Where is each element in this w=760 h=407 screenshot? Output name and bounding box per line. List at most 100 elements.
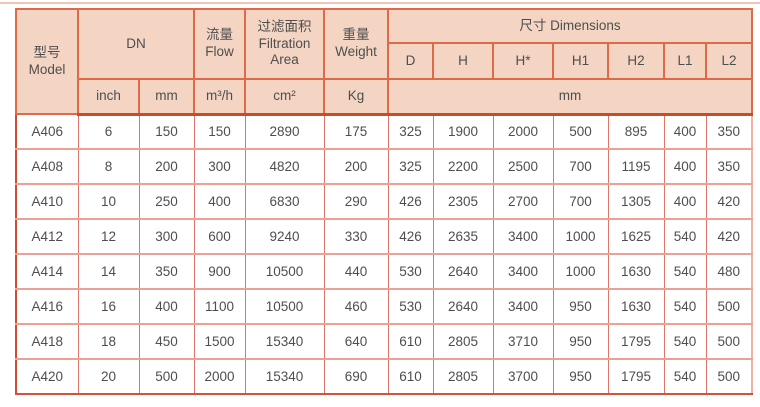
table-row: A410 10 250 400 6830 290 426 2305 2700 700 1305 400…: [15, 183, 753, 220]
value-cell: 2640: [432, 253, 494, 290]
unit-area: cm²: [244, 78, 325, 116]
value-cell: 420: [705, 183, 753, 220]
value-cell: 400: [663, 113, 707, 150]
value-cell: 290: [323, 183, 389, 220]
model-cell: A406: [15, 113, 79, 150]
value-cell: 2640: [432, 288, 494, 325]
header-dim-l1: L1: [663, 42, 707, 80]
value-cell: 4820: [244, 148, 325, 185]
value-cell: 6830: [244, 183, 325, 220]
table-row: A406 6 150 150 2890 175 325 1900 2000 500 895 400 35…: [15, 113, 753, 150]
value-cell: 2805: [432, 323, 494, 360]
value-cell: 700: [552, 183, 609, 220]
value-cell: 2890: [244, 113, 325, 150]
model-cell: A414: [15, 253, 79, 290]
unit-dims: mm: [386, 78, 754, 116]
table-header: 型号 Model DN 流量 Flow 过滤面积 Filtration Area…: [15, 8, 754, 116]
header-model: 型号 Model: [15, 8, 79, 115]
value-cell: 14: [77, 253, 140, 290]
value-cell: 530: [387, 288, 434, 325]
table-body: A406 6 150 150 2890 175 325 1900 2000 500 895 400 35…: [15, 113, 753, 395]
value-cell: 15340: [244, 323, 325, 360]
value-cell: 600: [193, 218, 246, 255]
unit-flow: m³/h: [193, 78, 246, 116]
table-row: A420 20 500 2000 15340 690 610 2805 3700 950 1795 5…: [15, 358, 753, 395]
value-cell: 1000: [552, 218, 609, 255]
model-cell: A420: [15, 358, 79, 395]
value-cell: 15340: [244, 358, 325, 395]
value-cell: 950: [552, 358, 609, 395]
value-cell: 2700: [492, 183, 554, 220]
header-row-units: inch mm m³/h cm² Kg mm: [16, 78, 754, 116]
header-dim-h2: H2: [607, 42, 665, 80]
table-row: A414 14 350 900 10500 440 530 2640 3400 1000 1630 5…: [15, 253, 753, 290]
model-cell: A412: [15, 218, 79, 255]
value-cell: 400: [138, 288, 195, 325]
value-cell: 700: [552, 148, 609, 185]
value-cell: 350: [705, 148, 753, 185]
value-cell: 500: [552, 113, 609, 150]
value-cell: 900: [193, 253, 246, 290]
value-cell: 250: [138, 183, 195, 220]
value-cell: 10: [77, 183, 140, 220]
value-cell: 2000: [193, 358, 246, 395]
value-cell: 1630: [607, 253, 665, 290]
value-cell: 3400: [492, 288, 554, 325]
header-dim-l2: L2: [704, 42, 754, 80]
value-cell: 400: [663, 183, 707, 220]
value-cell: 350: [705, 113, 753, 150]
table-row: A416 16 400 1100 10500 460 530 2640 3400 950 1630 5…: [15, 288, 753, 325]
table-row: A412 12 300 600 9240 330 426 2635 3400 1000 1625 54…: [15, 218, 753, 255]
table-row: A418 18 450 1500 15340 640 610 2805 3710 950 1795 5…: [15, 323, 753, 360]
model-cell: A410: [15, 183, 79, 220]
header-flow: 流量 Flow: [193, 8, 246, 80]
unit-mm: mm: [138, 78, 195, 116]
header-dim-h: H: [432, 42, 494, 80]
value-cell: 8: [77, 148, 140, 185]
page-top-rule: [0, 2, 760, 4]
value-cell: 330: [323, 218, 389, 255]
value-cell: 325: [387, 113, 434, 150]
value-cell: 200: [323, 148, 389, 185]
value-cell: 400: [193, 183, 246, 220]
value-cell: 6: [77, 113, 140, 150]
model-cell: A418: [15, 323, 79, 360]
value-cell: 10500: [244, 288, 325, 325]
value-cell: 480: [705, 253, 753, 290]
product-spec-table: 型号 Model DN 流量 Flow 过滤面积 Filtration Area…: [15, 8, 754, 395]
value-cell: 18: [77, 323, 140, 360]
value-cell: 150: [193, 113, 246, 150]
value-cell: 300: [193, 148, 246, 185]
value-cell: 2500: [492, 148, 554, 185]
value-cell: 500: [705, 288, 753, 325]
unit-weight: Kg: [323, 78, 389, 116]
value-cell: 1305: [607, 183, 665, 220]
value-cell: 175: [323, 113, 389, 150]
value-cell: 10500: [244, 253, 325, 290]
header-filtration-area: 过滤面积 Filtration Area: [244, 8, 325, 80]
value-cell: 3400: [492, 253, 554, 290]
value-cell: 540: [663, 323, 707, 360]
value-cell: 500: [705, 358, 753, 395]
value-cell: 540: [663, 218, 707, 255]
value-cell: 640: [323, 323, 389, 360]
value-cell: 20: [77, 358, 140, 395]
value-cell: 450: [138, 323, 195, 360]
header-row-2: D H H* H1 H2 L1 L2: [16, 42, 754, 80]
value-cell: 950: [552, 323, 609, 360]
value-cell: 300: [138, 218, 195, 255]
value-cell: 440: [323, 253, 389, 290]
value-cell: 200: [138, 148, 195, 185]
header-dim-h1: H1: [552, 42, 609, 80]
table-row: A408 8 200 300 4820 200 325 2200 2500 700 1195 400 3…: [15, 148, 753, 185]
value-cell: 2200: [432, 148, 494, 185]
value-cell: 426: [387, 218, 434, 255]
value-cell: 400: [663, 148, 707, 185]
value-cell: 895: [607, 113, 665, 150]
value-cell: 2000: [492, 113, 554, 150]
model-cell: A408: [15, 148, 79, 185]
unit-inch: inch: [77, 78, 140, 116]
value-cell: 3710: [492, 323, 554, 360]
value-cell: 950: [552, 288, 609, 325]
value-cell: 1000: [552, 253, 609, 290]
